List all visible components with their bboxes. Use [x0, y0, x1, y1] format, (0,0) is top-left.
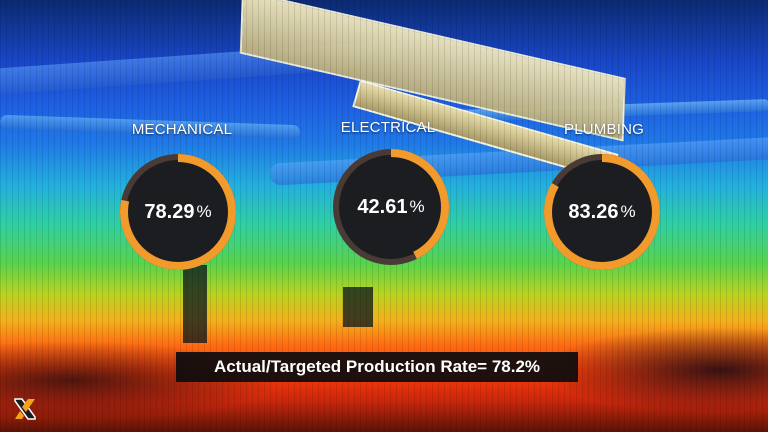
gauge-fill [126, 160, 230, 264]
gauge-fill [550, 160, 654, 264]
gauge-value-unit: % [409, 197, 425, 216]
gauge-value-number: 78.29 [144, 200, 195, 223]
gauge-value: 83.26% [540, 150, 664, 274]
support-column [183, 265, 207, 343]
support-column [343, 287, 373, 327]
gauge-fill [339, 155, 443, 259]
gauge-title-mechanical: MECHANICAL [131, 121, 233, 138]
gauge-progress-arc [333, 149, 449, 265]
gauge-value: 78.29% [116, 150, 240, 274]
production-rate-banner: Actual/Targeted Production Rate= 78.2% [176, 352, 578, 382]
brand-x-logo-icon [12, 396, 38, 422]
gauge-plumbing: 83.26% [540, 150, 664, 274]
gauge-value-unit: % [620, 202, 636, 221]
gauge-electrical: 42.61% [329, 145, 453, 269]
gauge-value-number: 42.61 [357, 195, 408, 218]
gauge-progress-arc [120, 154, 236, 270]
gauge-mechanical: 78.29% [116, 150, 240, 274]
gauge-value-number: 83.26 [568, 200, 619, 223]
gauge-title-electrical: ELECTRICAL [340, 119, 436, 136]
gauge-value: 42.61% [329, 145, 453, 269]
gauge-value-unit: % [196, 202, 212, 221]
gauge-progress-arc [544, 154, 660, 270]
gauge-title-plumbing: PLUMBING [564, 121, 644, 138]
